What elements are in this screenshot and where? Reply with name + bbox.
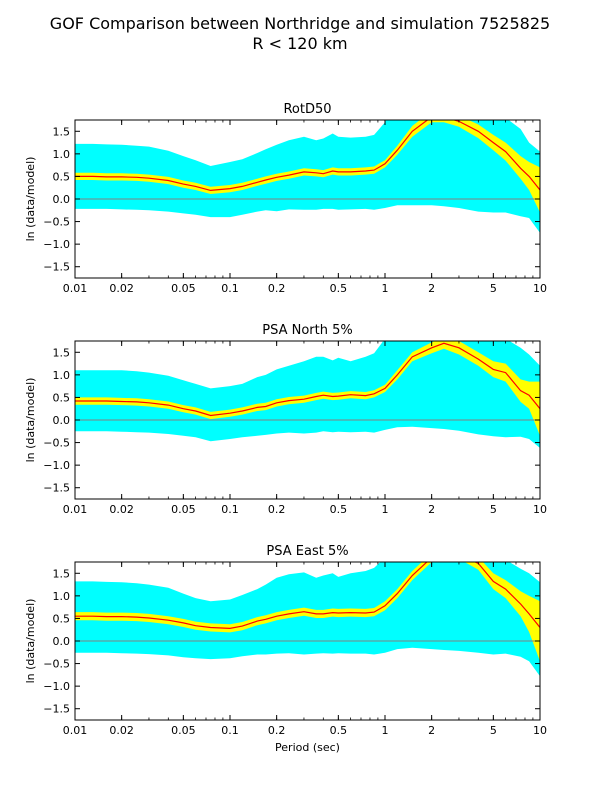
y-tick-label: 0.5 <box>53 612 71 625</box>
y-tick-label: −1.0 <box>43 680 70 693</box>
x-tick-label: 1 <box>382 282 389 295</box>
y-tick-label: 0.5 <box>53 170 71 183</box>
x-tick-label: 2 <box>428 503 435 516</box>
y-tick-label: 1.0 <box>53 148 71 161</box>
y-tick-label: 1.0 <box>53 590 71 603</box>
y-tick-label: −1.5 <box>43 261 70 274</box>
plot-area <box>75 562 540 677</box>
y-tick-label: −1.5 <box>43 703 70 716</box>
plot-area <box>75 341 540 448</box>
y-axis-label: ln (data/model) <box>24 157 37 242</box>
outer-band <box>75 120 540 233</box>
x-tick-label: 0.01 <box>63 724 88 737</box>
y-axis-label: ln (data/model) <box>24 599 37 684</box>
x-tick-label: 0.02 <box>109 503 134 516</box>
subplot-2: 0.01 0.02 0.05 0.1 0.2 0.5 1 2 5 10 −1.5 −1.0 −0.5 0.… <box>24 323 547 516</box>
y-tick-label: −0.5 <box>43 216 70 229</box>
x-tick-label: 5 <box>490 724 497 737</box>
y-axis-label: ln (data/model) <box>24 378 37 463</box>
y-tick-label: 0.5 <box>53 391 71 404</box>
x-tick-label: 0.5 <box>330 282 348 295</box>
x-tick-label: 0.5 <box>330 724 348 737</box>
x-tick-label: 10 <box>533 503 547 516</box>
figure-title: GOF Comparison between Northridge and si… <box>0 14 600 54</box>
y-tick-label: 0.0 <box>53 414 71 427</box>
y-tick-label: 0.0 <box>53 635 71 648</box>
y-tick-label: 1.5 <box>53 567 71 580</box>
inner-band <box>75 562 540 662</box>
outer-band <box>75 341 540 448</box>
y-tick-label: −0.5 <box>43 437 70 450</box>
x-tick-label: 5 <box>490 282 497 295</box>
x-tick-label: 0.1 <box>221 724 239 737</box>
figure-title-line2: R < 120 km <box>252 34 348 53</box>
y-tick-label: 1.5 <box>53 125 71 138</box>
y-tick-label: −0.5 <box>43 658 70 671</box>
x-tick-label: 0.01 <box>63 282 88 295</box>
plot-area <box>75 120 540 233</box>
subplot-title: RotD50 <box>283 102 331 117</box>
x-tick-label: 2 <box>428 724 435 737</box>
x-tick-label: 0.02 <box>109 282 134 295</box>
x-axis-label: Period (sec) <box>275 741 340 754</box>
x-tick-label: 0.2 <box>268 724 286 737</box>
x-tick-label: 0.05 <box>171 724 196 737</box>
mean-line <box>75 342 540 417</box>
x-tick-label: 0.5 <box>330 503 348 516</box>
subplot-3: 0.01 0.02 0.05 0.1 0.2 0.5 1 2 5 10 −1.5 −1.0 −0.5 0.… <box>24 544 547 754</box>
y-tick-label: −1.5 <box>43 482 70 495</box>
x-tick-label: 0.01 <box>63 503 88 516</box>
x-tick-label: 0.2 <box>268 503 286 516</box>
subplot-1: 0.01 0.02 0.05 0.1 0.2 0.5 1 2 5 10 −1.5 −1.0 −0.5 0.… <box>24 102 547 295</box>
outer-band <box>75 562 540 677</box>
subplot-title: PSA East 5% <box>266 544 348 559</box>
x-tick-label: 0.1 <box>221 282 239 295</box>
subplot-title: PSA North 5% <box>262 323 352 338</box>
figure-title-line1: GOF Comparison between Northridge and si… <box>49 14 551 33</box>
x-tick-label: 0.05 <box>171 282 196 295</box>
x-tick-label: 10 <box>533 282 547 295</box>
y-tick-label: 0.0 <box>53 193 71 206</box>
y-tick-label: −1.0 <box>43 238 70 251</box>
inner-band <box>75 341 540 436</box>
mean-line <box>75 120 540 192</box>
x-tick-label: 2 <box>428 282 435 295</box>
y-tick-label: −1.0 <box>43 459 70 472</box>
y-tick-label: 1.5 <box>53 346 71 359</box>
x-tick-label: 5 <box>490 503 497 516</box>
x-tick-label: 10 <box>533 724 547 737</box>
x-tick-label: 1 <box>382 503 389 516</box>
x-tick-label: 0.02 <box>109 724 134 737</box>
mean-line <box>75 562 540 630</box>
y-tick-label: 1.0 <box>53 369 71 382</box>
x-tick-label: 1 <box>382 724 389 737</box>
x-tick-label: 0.2 <box>268 282 286 295</box>
x-tick-label: 0.1 <box>221 503 239 516</box>
x-tick-label: 0.05 <box>171 503 196 516</box>
